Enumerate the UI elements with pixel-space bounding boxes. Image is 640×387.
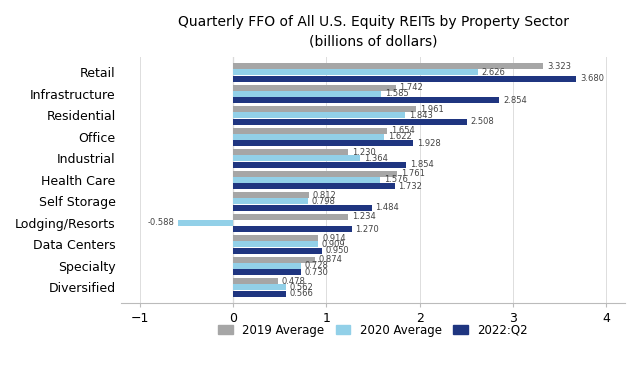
Text: 1.622: 1.622 — [388, 132, 412, 141]
Text: 1.585: 1.585 — [385, 89, 408, 98]
Title: Quarterly FFO of All U.S. Equity REITs by Property Sector
(billions of dollars): Quarterly FFO of All U.S. Equity REITs b… — [177, 15, 568, 48]
Bar — [233, 171, 397, 176]
Text: 1.732: 1.732 — [399, 182, 422, 191]
Bar — [233, 76, 577, 82]
Bar — [233, 257, 315, 262]
Bar — [233, 291, 286, 297]
Text: -0.588: -0.588 — [148, 218, 175, 228]
Text: 0.798: 0.798 — [311, 197, 335, 206]
Text: 2.626: 2.626 — [482, 68, 506, 77]
Text: 1.928: 1.928 — [417, 139, 440, 148]
Text: 3.323: 3.323 — [547, 62, 571, 70]
Bar — [233, 112, 405, 118]
Text: 0.566: 0.566 — [290, 289, 314, 298]
Bar — [233, 63, 543, 69]
Bar — [233, 119, 467, 125]
Text: 1.843: 1.843 — [409, 111, 433, 120]
Text: 0.950: 0.950 — [326, 246, 349, 255]
Text: 1.576: 1.576 — [384, 175, 408, 184]
Bar — [179, 220, 233, 226]
Bar — [233, 140, 413, 146]
Legend: 2019 Average, 2020 Average, 2022:Q2: 2019 Average, 2020 Average, 2022:Q2 — [218, 324, 528, 337]
Bar — [233, 91, 381, 97]
Text: 1.761: 1.761 — [401, 169, 425, 178]
Bar — [233, 263, 301, 269]
Bar — [233, 226, 351, 232]
Text: 0.812: 0.812 — [312, 190, 337, 200]
Text: 1.364: 1.364 — [364, 154, 388, 163]
Text: 1.854: 1.854 — [410, 160, 434, 169]
Bar — [233, 128, 387, 134]
Bar — [233, 269, 301, 275]
Text: 2.854: 2.854 — [503, 96, 527, 104]
Text: 0.730: 0.730 — [305, 268, 329, 277]
Text: 0.909: 0.909 — [322, 240, 346, 249]
Bar — [233, 97, 499, 103]
Text: 1.742: 1.742 — [399, 83, 423, 92]
Bar — [233, 284, 285, 290]
Text: 1.270: 1.270 — [355, 225, 379, 234]
Text: 2.508: 2.508 — [471, 117, 495, 126]
Text: 1.230: 1.230 — [351, 147, 376, 157]
Text: 1.654: 1.654 — [391, 126, 415, 135]
Bar — [233, 85, 396, 91]
Bar — [233, 199, 308, 204]
Bar — [233, 177, 380, 183]
Bar — [233, 205, 372, 211]
Bar — [233, 192, 309, 198]
Bar — [233, 214, 348, 219]
Text: 0.874: 0.874 — [319, 255, 342, 264]
Bar — [233, 149, 348, 155]
Text: 1.484: 1.484 — [375, 203, 399, 212]
Text: 3.680: 3.680 — [580, 74, 604, 83]
Text: 0.562: 0.562 — [289, 283, 313, 292]
Bar — [233, 241, 318, 247]
Bar — [233, 248, 322, 254]
Text: 0.728: 0.728 — [305, 261, 329, 271]
Text: 0.914: 0.914 — [322, 234, 346, 243]
Bar — [233, 155, 360, 161]
Text: 1.961: 1.961 — [420, 104, 444, 113]
Bar — [233, 162, 406, 168]
Bar — [233, 183, 395, 189]
Bar — [233, 69, 478, 75]
Bar — [233, 235, 319, 241]
Bar — [233, 134, 385, 140]
Bar — [233, 106, 416, 112]
Text: 0.478: 0.478 — [282, 277, 305, 286]
Text: 1.234: 1.234 — [352, 212, 376, 221]
Bar — [233, 278, 278, 284]
